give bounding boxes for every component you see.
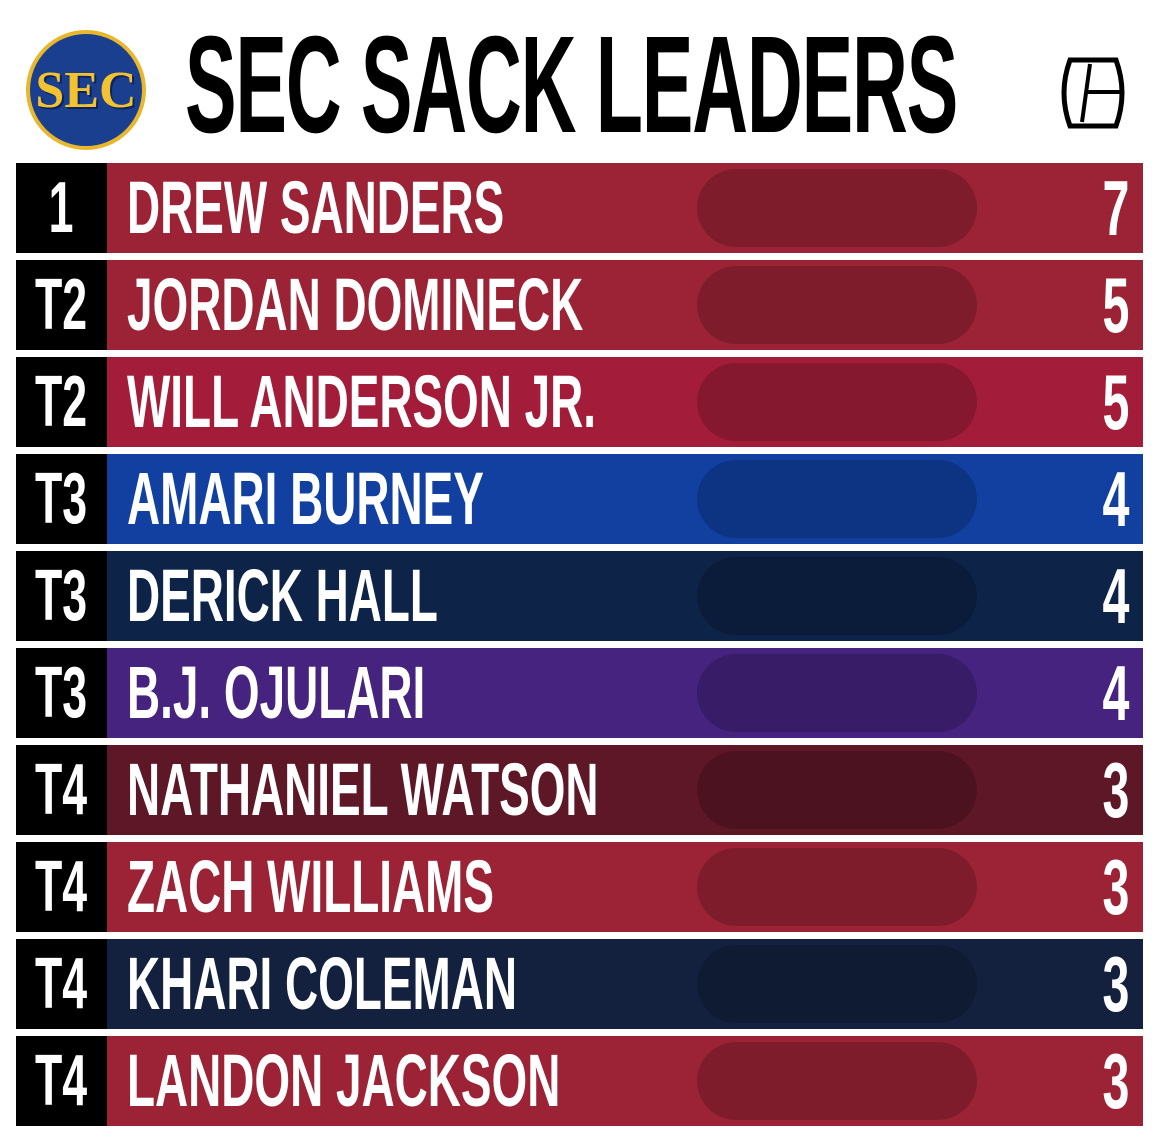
rank-box: 1 [16,163,107,253]
sacks: 5 [1102,261,1129,349]
team-photo [697,557,977,635]
row-bar: NATHANIEL WATSON 3 [107,745,1143,835]
row-bar: B.J. OJULARI 4 [107,648,1143,738]
name-text: B.J. OJULARI [127,651,426,734]
team-photo [697,460,977,538]
sacks: 4 [1102,552,1129,640]
player-name: AMARI BURNEY [127,454,703,544]
sacks: 4 [1102,649,1129,737]
rank: 1 [49,168,74,248]
name-text: WILL ANDERSON JR. [127,360,597,443]
title: SEC SACK LEADERS [185,8,958,162]
rank-box: T3 [16,551,107,641]
rank-box: T4 [16,745,107,835]
name-text: DREW SANDERS [127,166,505,249]
player-name: WILL ANDERSON JR. [127,357,883,447]
player-name: LANDON JACKSON [127,1036,826,1126]
player-name: KHARI COLEMAN [127,939,756,1029]
sack-count: 3 [1086,745,1129,835]
rank: T4 [35,1041,88,1121]
player-name: JORDAN DOMINECK [127,260,863,350]
rank: T4 [35,847,88,927]
logo-text: SEC [35,61,137,119]
row-bar: DERICK HALL 4 [107,551,1143,641]
row-bar: ZACH WILLIAMS 3 [107,842,1143,932]
name-text: AMARI BURNEY [127,457,484,540]
sacks: 3 [1102,843,1129,931]
rank: T3 [35,459,88,539]
rank: T2 [35,362,88,442]
leader-row: T2 WILL ANDERSON JR. 5 [16,357,1143,447]
sec-logo: SEC [26,30,146,150]
leader-row: T3 B.J. OJULARI 4 [16,648,1143,738]
team-photo [697,654,977,732]
sack-count: 3 [1086,1036,1129,1126]
leader-row: T4 ZACH WILLIAMS 3 [16,842,1143,932]
team-photo [697,945,977,1023]
rank-box: T3 [16,454,107,544]
row-bar: DREW SANDERS 7 [107,163,1143,253]
name-text: JORDAN DOMINECK [127,263,584,346]
sack-count: 5 [1086,357,1129,447]
rank-box: T4 [16,1036,107,1126]
leader-row: 1 DREW SANDERS 7 [16,163,1143,253]
rank-box: T2 [16,260,107,350]
row-bar: WILL ANDERSON JR. 5 [107,357,1143,447]
player-name: DERICK HALL [127,551,629,641]
name-text: KHARI COLEMAN [127,942,517,1025]
leader-row: T3 AMARI BURNEY 4 [16,454,1143,544]
rank-box: T2 [16,357,107,447]
sacks: 3 [1102,746,1129,834]
rank: T4 [35,750,88,830]
name-text: NATHANIEL WATSON [127,748,599,831]
leader-row: T4 NATHANIEL WATSON 3 [16,745,1143,835]
team-photo [697,363,977,441]
team-photo [697,751,977,829]
sacks: 7 [1102,164,1129,252]
sacks: 3 [1102,940,1129,1028]
sack-count: 4 [1086,454,1129,544]
player-name: ZACH WILLIAMS [127,842,719,932]
team-photo [697,1042,977,1120]
sack-count: 4 [1086,551,1129,641]
player-name: B.J. OJULARI [127,648,608,738]
sacks: 5 [1102,358,1129,446]
row-bar: KHARI COLEMAN 3 [107,939,1143,1029]
team-photo [697,266,977,344]
rank: T3 [35,556,88,636]
rank-box: T3 [16,648,107,738]
team-photo [697,169,977,247]
sack-count: 3 [1086,842,1129,932]
name-text: DERICK HALL [127,554,438,637]
rank: T2 [35,265,88,345]
row-bar: JORDAN DOMINECK 5 [107,260,1143,350]
sack-count: 4 [1086,648,1129,738]
rank: T4 [35,944,88,1024]
row-bar: LANDON JACKSON 3 [107,1036,1143,1126]
row-bar: AMARI BURNEY 4 [107,454,1143,544]
sack-count: 5 [1086,260,1129,350]
leader-row: T4 KHARI COLEMAN 3 [16,939,1143,1029]
sack-count: 7 [1086,163,1129,253]
name-text: LANDON JACKSON [127,1039,561,1122]
brand-logo [1061,57,1125,129]
leader-row: T4 LANDON JACKSON 3 [16,1036,1143,1126]
sacks: 3 [1102,1037,1129,1125]
name-text: ZACH WILLIAMS [127,845,494,928]
player-name: DREW SANDERS [127,163,735,253]
rank-box: T4 [16,842,107,932]
team-photo [697,848,977,926]
leader-row: T3 DERICK HALL 4 [16,551,1143,641]
leader-row: T2 JORDAN DOMINECK 5 [16,260,1143,350]
player-name: NATHANIEL WATSON [127,745,888,835]
rank: T3 [35,653,88,733]
sacks: 4 [1102,455,1129,543]
sack-count: 3 [1086,939,1129,1029]
rank-box: T4 [16,939,107,1029]
